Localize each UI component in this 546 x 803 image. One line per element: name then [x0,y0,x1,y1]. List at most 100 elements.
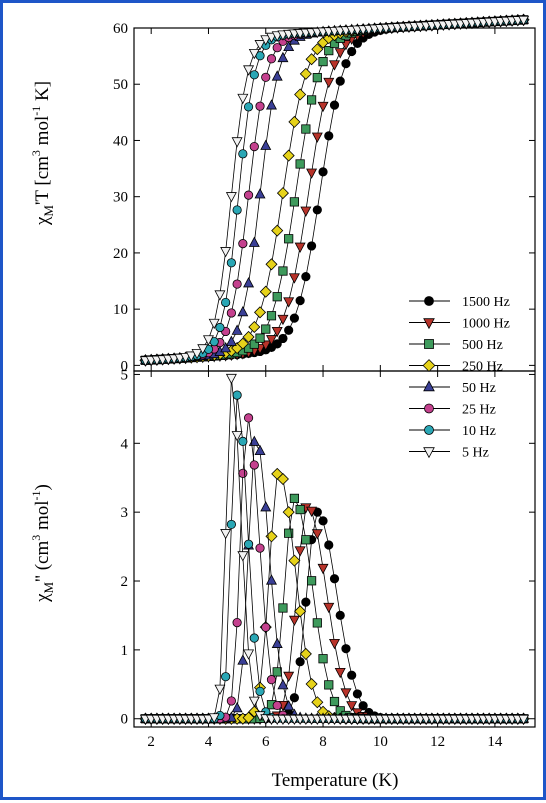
top-point-1-34 [334,48,346,59]
top-point-7-66 [518,15,530,27]
bottom-y-axis-title: χM'' (cm3 mol-1) [29,484,56,603]
top-point-7-18 [243,65,255,76]
bottom-point-2-31 [318,654,328,664]
top-point-0-31 [318,167,328,177]
bottom-series-line-2 [145,497,524,720]
bottom-point-7-16 [231,431,243,442]
top-point-3-20 [254,306,267,319]
top-point-5-18 [243,190,254,200]
bottom-series-points-7 [139,373,530,726]
bottom-point-3-30 [311,696,324,709]
top-point-2-21 [261,324,271,334]
top-point-2-24 [278,266,288,276]
top-point-3-22 [265,258,278,271]
top-point-3-29 [305,53,318,66]
bottom-point-1-31 [317,563,329,575]
top-x-ticks [150,28,496,371]
top-ylabel-end: K] [32,81,53,106]
legend-marker-0 [424,296,434,306]
bottom-point-2-24 [278,603,288,613]
legend: 1500 Hz 1000 Hz 500 Hz 250 Hz 50 Hz 25 Hz 10 H… [409,295,510,461]
bottom-point-7-15 [225,373,237,385]
top-point-2-20 [255,333,265,343]
bottom-point-5-19 [249,460,259,470]
bottom-point-3-28 [299,647,312,660]
bottom-point-3-18 [242,711,255,724]
top-point-2-31 [318,57,328,67]
top-point-4-22 [265,99,277,110]
bottom-point-7-17 [237,551,249,562]
top-series-points-1 [139,15,530,367]
bottom-series-line-3 [145,473,524,720]
top-point-2-25 [284,234,294,244]
top-point-0-33 [329,100,340,110]
x-tick-label-2: 6 [262,734,270,750]
bottom-point-5-17 [238,468,248,478]
top-point-4-15 [225,335,237,346]
bottom-point-4-25 [283,700,295,711]
top-y-tick-label-5: 50 [113,77,128,93]
top-point-4-21 [260,139,272,150]
legend-marker-7 [423,447,435,459]
top-point-1-28 [300,206,312,217]
x-tick-label-0: 2 [147,734,155,750]
bottom-point-0-38 [358,701,368,711]
x-tick-label-5: 12 [430,734,445,750]
top-point-4-17 [237,305,249,317]
bottom-point-5-15 [226,696,236,706]
legend-label-3: 250 Hz [462,360,503,375]
top-point-3-21 [259,285,272,298]
top-point-7-11 [202,335,214,346]
top-y-tick-label-3: 30 [113,190,128,206]
top-panel: 0 10 20 30 40 50 60 χM'T [cm3 mol-1 K] [29,13,536,374]
top-point-7-12 [208,318,220,330]
bottom-y-tick-label-4: 4 [121,436,129,452]
bottom-point-7-12 [208,713,220,724]
top-point-1-27 [294,242,306,253]
bottom-point-2-23 [272,667,282,677]
top-point-0-29 [306,241,317,251]
x-tick-label-3: 8 [319,734,327,750]
top-point-3-23 [271,224,284,237]
legend-marker-1 [423,318,435,330]
top-point-0-28 [301,272,311,282]
top-point-5-21 [261,72,271,82]
bottom-series-points-6 [140,390,529,724]
bottom-series-line-5 [145,417,524,720]
bottom-point-5-16 [232,617,242,628]
bottom-point-7-14 [220,529,232,540]
x-tick-label-4: 10 [373,734,388,750]
top-ylabel-sub: M [41,205,56,217]
bottom-plot-frame [133,370,536,728]
bottom-point-1-29 [306,506,318,518]
top-point-7-21 [260,35,272,46]
top-point-2-27 [295,159,305,169]
top-point-0-27 [295,296,305,306]
bottom-ylabel-sup1: -1 [29,490,43,500]
top-point-1-31 [317,101,329,113]
bottom-point-5-20 [255,543,265,553]
bottom-point-1-30 [311,529,323,540]
bottom-point-4-24 [277,678,289,690]
legend-label-0: 1500 Hz [462,295,510,310]
bottom-ylabel-chi: χ [32,593,53,603]
bottom-ylabel-sup3: 3 [29,535,43,541]
top-point-6-18 [243,102,254,112]
legend-marker-2 [424,339,434,349]
top-point-2-30 [312,73,322,83]
top-ylabel-sup1: -1 [29,106,43,116]
bottom-point-3-27 [294,605,307,618]
top-point-2-19 [249,339,259,349]
top-point-2-22 [266,311,277,321]
legend-label-6: 10 Hz [462,424,496,439]
bottom-point-2-33 [329,696,340,707]
top-point-6-19 [249,70,259,80]
legend-label-2: 500 Hz [462,338,503,353]
top-point-7-10 [197,344,209,355]
bottom-y-ticks: 0 1 2 3 4 5 [121,367,535,728]
top-point-4-23 [271,70,283,81]
top-point-2-23 [272,292,282,302]
top-point-0-30 [312,205,322,215]
top-y-axis-title: χM'T [cm3 mol-1 K] [29,81,56,226]
